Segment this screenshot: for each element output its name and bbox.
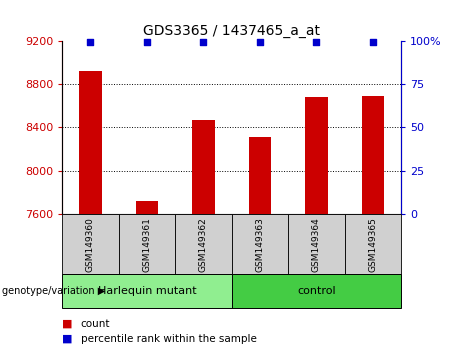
Bar — [248, 137, 271, 214]
Text: control: control — [297, 286, 336, 296]
Bar — [79, 71, 102, 214]
Bar — [136, 201, 158, 214]
Text: ■: ■ — [62, 319, 73, 329]
Point — [369, 40, 377, 45]
Bar — [192, 120, 215, 214]
Text: count: count — [81, 319, 110, 329]
Point — [313, 40, 320, 45]
Text: Harlequin mutant: Harlequin mutant — [98, 286, 196, 296]
Bar — [305, 97, 328, 214]
Text: GSM149362: GSM149362 — [199, 217, 208, 272]
Text: GSM149361: GSM149361 — [142, 217, 152, 272]
Point — [87, 40, 94, 45]
Point — [200, 40, 207, 45]
Title: GDS3365 / 1437465_a_at: GDS3365 / 1437465_a_at — [143, 24, 320, 38]
Text: ■: ■ — [62, 334, 73, 344]
Text: percentile rank within the sample: percentile rank within the sample — [81, 334, 257, 344]
Point — [143, 40, 151, 45]
Text: GSM149360: GSM149360 — [86, 217, 95, 272]
Text: GSM149364: GSM149364 — [312, 217, 321, 272]
Bar — [361, 96, 384, 214]
Text: genotype/variation ▶: genotype/variation ▶ — [2, 286, 106, 296]
Text: GSM149365: GSM149365 — [368, 217, 378, 272]
Text: GSM149363: GSM149363 — [255, 217, 265, 272]
Point — [256, 40, 264, 45]
